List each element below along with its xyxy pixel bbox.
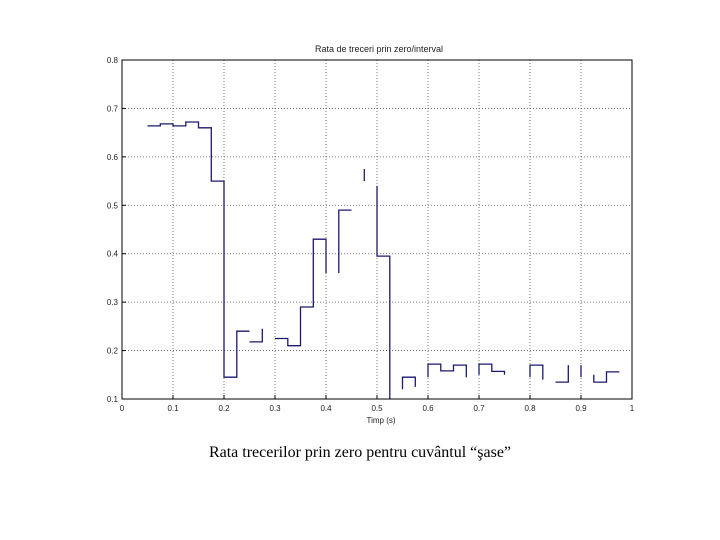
chart-title: Rata de treceri prin zero/interval xyxy=(315,44,443,54)
x-axis-label: Timp (s) xyxy=(366,416,395,425)
x-tick-label: 0.4 xyxy=(320,404,332,413)
x-tick-label: 0.5 xyxy=(371,404,383,413)
series-line-segment xyxy=(147,121,250,378)
x-tick-label: 0.9 xyxy=(575,404,587,413)
x-tick-label: 0.7 xyxy=(473,404,485,413)
x-tick-label: 1 xyxy=(630,404,635,413)
y-tick-label: 0.2 xyxy=(107,347,119,356)
x-tick-label: 0.8 xyxy=(524,404,536,413)
series-line-segment xyxy=(275,238,327,347)
series-line-segment xyxy=(401,376,416,390)
x-tick-label: 0.1 xyxy=(167,404,179,413)
y-tick-label: 0.3 xyxy=(107,298,119,307)
series-line-segment xyxy=(555,365,569,383)
figure-caption: Rata trecerilor prin zero pentru cuvântu… xyxy=(208,444,512,461)
y-tick-label: 0.6 xyxy=(107,153,119,162)
series-line-segment xyxy=(478,363,506,375)
series-line-segment xyxy=(338,209,352,274)
series-line-group xyxy=(147,121,620,399)
series-line-segment xyxy=(593,371,620,383)
y-tick-label: 0.7 xyxy=(107,104,119,113)
x-tick-label: 0.3 xyxy=(269,404,281,413)
tick-labels: 0 0.1 0.2 0.3 0.4 0.5 0.6 0.7 0.8 0.9 10.10.20.30.… xyxy=(107,56,635,413)
zero-crossing-chart: 0 0.1 0.2 0.3 0.4 0.5 0.6 0.7 0.8 0.9 10.10.20.30.… xyxy=(107,44,635,425)
y-tick-label: 0.8 xyxy=(107,56,119,65)
series-line-segment xyxy=(529,364,544,380)
x-tick-label: 0.6 xyxy=(422,404,434,413)
y-tick-label: 0.5 xyxy=(107,201,119,210)
x-tick-label: 0.2 xyxy=(218,404,230,413)
y-tick-label: 0.1 xyxy=(107,395,119,404)
y-tick-label: 0.4 xyxy=(107,250,119,259)
series-line-segment xyxy=(427,363,467,378)
series-line-segment xyxy=(249,328,263,343)
x-tick-label: 0 xyxy=(120,404,125,413)
series-line-segment xyxy=(376,185,391,399)
